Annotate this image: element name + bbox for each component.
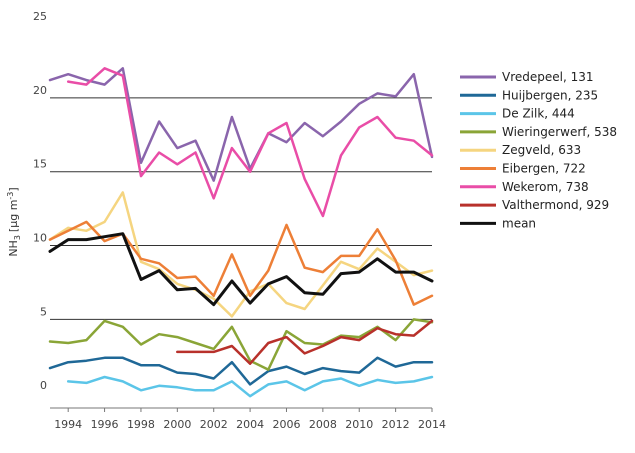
series-lines (48, 67, 434, 398)
legend-label-0: Vredepeel, 131 (502, 70, 594, 84)
x-tick-label-2002: 2002 (200, 418, 228, 431)
series-line-1 (48, 356, 434, 386)
ylabel-unit-close: ] (7, 187, 20, 191)
svg-text:NH3[μg m-3]: NH3 [μg m-3] (6, 187, 22, 256)
x-tick-label-2000: 2000 (163, 418, 191, 431)
series-line-4 (48, 191, 434, 318)
y-axis-label: NH3 [μg m-3] (6, 187, 22, 256)
series-line-0 (48, 67, 434, 182)
legend: Vredepeel, 131 Huijbergen, 235 De Zilk, 44… (460, 70, 617, 230)
y-tick-label-15: 15 (33, 158, 47, 171)
x-tick-label-2010: 2010 (345, 418, 373, 431)
x-tick-label-1998: 1998 (127, 418, 155, 431)
series-line-7 (176, 319, 434, 365)
legend-label-3: Wieringerwerf, 538 (502, 125, 617, 139)
x-tick-label-1996: 1996 (91, 418, 119, 431)
ylabel-unit-exponent: -3 (6, 192, 15, 200)
legend-label-7: Valthermond, 929 (502, 198, 609, 212)
x-tick-label-2012: 2012 (382, 418, 410, 431)
ylabel-main: NH (7, 240, 20, 257)
legend-label-2: De Zilk, 444 (502, 107, 575, 121)
x-tick-label-2014: 2014 (418, 418, 446, 431)
legend-label-5: Eibergen, 722 (502, 162, 586, 176)
y-tick-label-25: 25 (33, 10, 47, 23)
series-line-2 (66, 375, 434, 398)
tick-labels: 1994 1996 1998 2000 2002 2004 2006 2008 2010 2012… (33, 10, 446, 431)
ylabel-subscript: 3 (13, 235, 22, 240)
series-line-8 (48, 232, 434, 307)
x-tick-label-1994: 1994 (54, 418, 82, 431)
x-tick-label-2006: 2006 (272, 418, 300, 431)
legend-label-1: Huijbergen, 235 (502, 88, 598, 102)
series-line-6 (66, 67, 434, 218)
gridlines (50, 97, 432, 320)
y-tick-label-5: 5 (40, 305, 47, 318)
y-tick-label-10: 10 (33, 232, 47, 245)
y-tick-label-0: 0 (40, 379, 47, 392)
x-tick-label-2004: 2004 (236, 418, 264, 431)
series-line-5 (48, 220, 434, 306)
ylabel-unit-open: [μg m (7, 200, 20, 232)
legend-label-4: Zegveld, 633 (502, 143, 581, 157)
y-tick-label-20: 20 (33, 84, 47, 97)
series-line-3 (48, 318, 434, 371)
legend-label-8: mean (502, 216, 536, 230)
x-tick-label-2008: 2008 (309, 418, 337, 431)
legend-label-6: Wekerom, 738 (502, 180, 589, 194)
